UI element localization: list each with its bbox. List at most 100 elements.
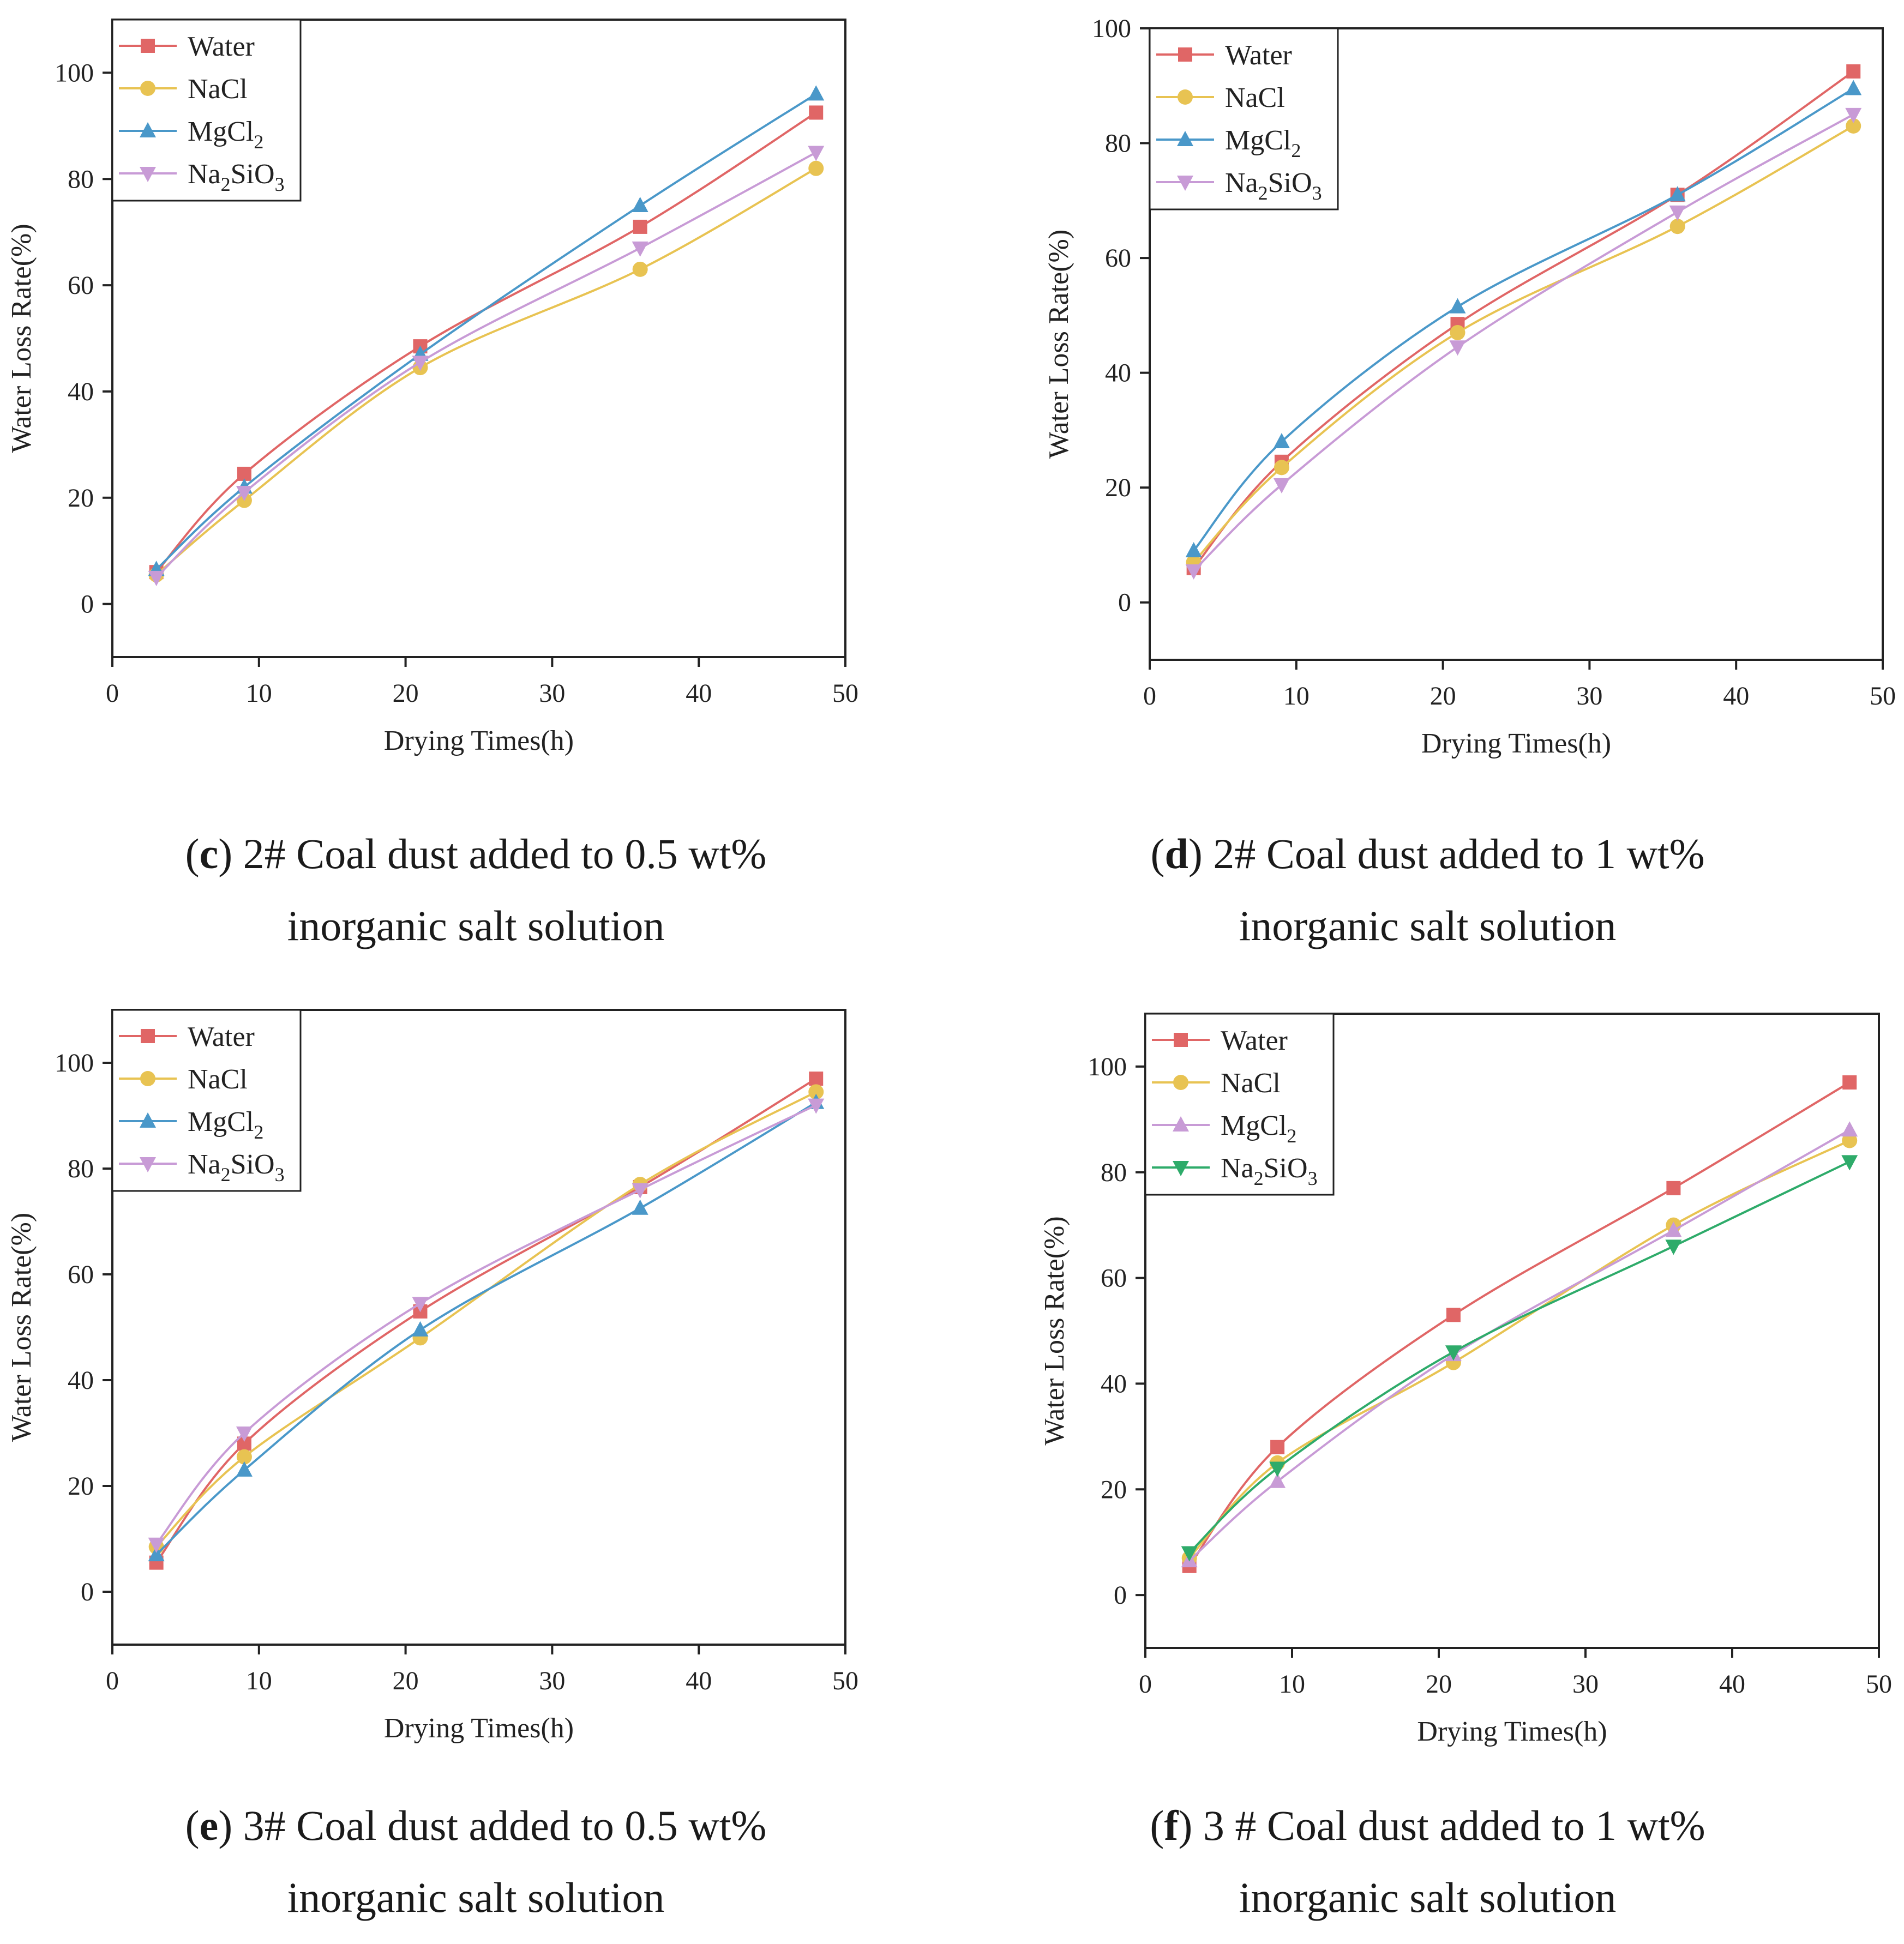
legend-label: Na2SiO3	[188, 1149, 285, 1185]
legend-subscript: 2	[254, 1121, 263, 1143]
legend-item: NaCl	[119, 74, 248, 105]
panel-e: 0 10 20 30 40 50 0 20 40 60 80 100 Drying Times(h) Wa…	[0, 972, 952, 1943]
legend-label: NaCl	[188, 1064, 248, 1095]
caption-f: (f) 3 # Coal dust added to 1 wt% inorgan…	[952, 1790, 1903, 1934]
x-axis-label: Drying Times(h)	[384, 1713, 574, 1744]
caption-c: (c) 2# Coal dust added to 0.5 wt% inorga…	[0, 818, 952, 962]
y-axis-label: Water Loss Rate(%)	[1043, 230, 1074, 459]
caption-e-line1: 3# Coal dust added to 0.5 wt%	[232, 1802, 767, 1849]
data-point	[808, 1084, 824, 1100]
legend-marker	[140, 1112, 156, 1128]
legend-label-tail: SiO	[231, 159, 275, 190]
legend-item: MgCl2	[119, 1106, 263, 1143]
legend-marker	[1178, 89, 1193, 105]
data-point	[148, 1537, 165, 1553]
y-axis-label: Water Loss Rate(%)	[6, 1213, 37, 1442]
x-tick-label: 30	[1572, 1670, 1599, 1699]
data-point	[1185, 564, 1202, 580]
legend-label: Na2SiO3	[1221, 1153, 1318, 1189]
y-tick-label: 80	[1105, 129, 1131, 158]
y-tick-label: 40	[1101, 1369, 1127, 1398]
data-point	[412, 1321, 429, 1337]
legend-marker	[140, 167, 156, 182]
legend-label: NaCl	[1221, 1068, 1281, 1099]
caption-d-line2: inorganic salt solution	[1239, 902, 1617, 949]
plot-frame	[1144, 1013, 1880, 1649]
caption-f-line1: 3 # Coal dust added to 1 wt%	[1192, 1802, 1705, 1849]
x-tick-label: 0	[1143, 682, 1156, 711]
data-point	[236, 486, 253, 502]
legend-marker	[141, 1029, 155, 1043]
data-point	[1842, 1075, 1857, 1090]
data-point	[632, 1183, 648, 1199]
x-tick-label: 20	[393, 1666, 419, 1695]
legend-marker	[1173, 1075, 1188, 1090]
legend: Water NaCl MgCl2 Na2SiO3	[1144, 1013, 1335, 1196]
y-tick-label: 0	[1114, 1581, 1127, 1610]
legend-subscript: 2	[1291, 140, 1301, 161]
legend-subscript: 3	[275, 1164, 285, 1185]
data-point	[412, 356, 429, 371]
legend-marker	[140, 1157, 156, 1172]
plot-frame	[1149, 27, 1884, 661]
data-point	[1666, 1181, 1681, 1195]
data-point	[236, 1449, 252, 1465]
legend-marker	[140, 81, 155, 96]
data-point	[632, 241, 648, 257]
data-point	[1449, 298, 1466, 314]
data-point	[1845, 80, 1862, 95]
legend-label: Na2SiO3	[1225, 167, 1322, 204]
data-point	[808, 146, 825, 161]
legend-subscript: 3	[275, 173, 285, 195]
y-tick-label: 80	[68, 1154, 94, 1183]
legend: Water NaCl MgCl2 Na2SiO3	[111, 1009, 302, 1192]
data-point	[1841, 1155, 1858, 1171]
x-tick-label: 10	[1279, 1670, 1305, 1699]
legend-item: NaCl	[1152, 1068, 1281, 1099]
caption-e-letter: e	[199, 1802, 219, 1849]
legend-marker	[1178, 47, 1192, 62]
legend-marker	[1177, 131, 1193, 146]
legend-label: MgCl2	[1225, 125, 1301, 161]
data-point	[1845, 107, 1862, 123]
caption-e-line2: inorganic salt solution	[287, 1874, 665, 1921]
data-point	[1274, 460, 1289, 476]
x-tick-label: 0	[1139, 1670, 1152, 1699]
chart-c: 0 10 20 30 40 50 0 20 40 60 80 100 Drying Times(h) Wa…	[6, 19, 858, 756]
legend-marker	[140, 1071, 155, 1086]
y-tick-label: 40	[68, 1366, 94, 1395]
x-tick-label: 20	[1430, 682, 1456, 711]
y-tick-label: 40	[1105, 359, 1131, 388]
y-tick-label: 40	[68, 377, 94, 406]
legend-subscript: 2	[221, 173, 231, 195]
y-tick-label: 80	[68, 165, 94, 194]
data-point	[1450, 324, 1465, 340]
series-line	[1188, 1081, 1851, 1567]
series-line	[155, 1091, 817, 1548]
x-tick-label: 0	[106, 1666, 119, 1695]
legend-item: Water	[119, 31, 255, 62]
data-point	[1181, 1546, 1198, 1562]
chart-e: 0 10 20 30 40 50 0 20 40 60 80 100 Drying Times(h) Wa…	[6, 1009, 858, 1744]
y-tick-label: 100	[1088, 1052, 1127, 1081]
y-axis-label: Water Loss Rate(%)	[6, 224, 37, 453]
caption-c-line2: inorganic salt solution	[287, 902, 665, 949]
series-na	[1185, 107, 1862, 580]
legend-subscript: 2	[254, 131, 263, 153]
x-tick-label: 40	[686, 1666, 712, 1695]
data-point	[1669, 186, 1686, 202]
y-tick-label: 0	[81, 590, 94, 619]
data-point	[632, 1199, 648, 1215]
caption-c-letter: c	[199, 830, 219, 877]
caption-e: (e) 3# Coal dust added to 0.5 wt% inorga…	[0, 1790, 952, 1934]
x-axis-label: Drying Times(h)	[384, 725, 574, 756]
data-point	[1669, 219, 1685, 234]
legend-marker	[1174, 1033, 1188, 1047]
data-point	[1273, 478, 1290, 493]
x-tick-label: 30	[539, 1666, 565, 1695]
data-point	[808, 85, 825, 101]
legend-marker	[1173, 1161, 1189, 1176]
legend-item: MgCl2	[1152, 1110, 1296, 1147]
caption-d-letter: d	[1164, 830, 1188, 877]
legend-marker	[140, 122, 156, 137]
